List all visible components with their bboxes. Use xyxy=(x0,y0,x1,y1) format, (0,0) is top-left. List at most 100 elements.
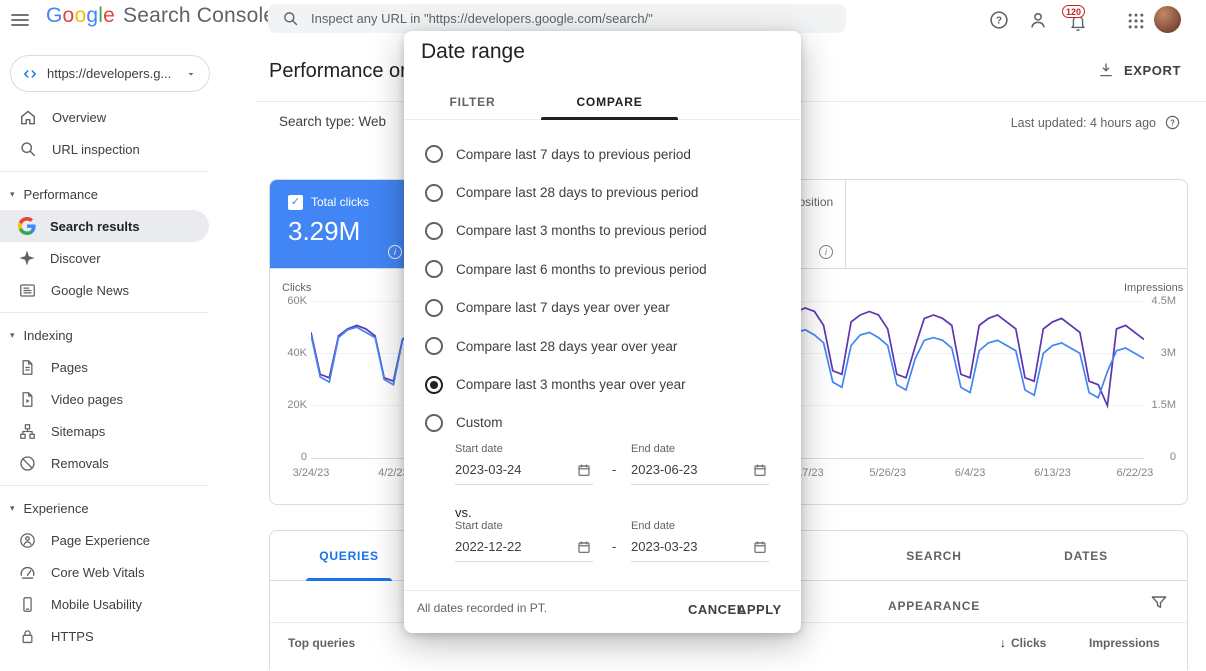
account-settings-button[interactable] xyxy=(1027,9,1049,31)
home-icon xyxy=(21,110,35,125)
sidebar-section-experience[interactable]: ▾ Experience xyxy=(0,492,256,524)
sidebar-section-label: Experience xyxy=(23,500,89,516)
y-axis-tick: 40K xyxy=(287,347,307,359)
tab-compare[interactable]: COMPARE xyxy=(541,84,678,120)
info-icon[interactable]: i xyxy=(388,245,402,259)
sidebar-item-label: Core Web Vitals xyxy=(51,564,145,580)
compare-options-list: Compare last 7 days to previous period C… xyxy=(404,135,801,442)
code-chip-icon xyxy=(24,69,36,78)
radio-icon xyxy=(425,298,443,317)
person-icon xyxy=(1031,12,1045,28)
tab-dates[interactable]: DATES xyxy=(1060,531,1112,581)
sidebar-item-label: Mobile Usability xyxy=(51,596,143,612)
news-icon xyxy=(20,283,35,297)
radio-icon xyxy=(425,145,443,164)
compare-option[interactable]: Custom xyxy=(404,404,801,442)
compare-end-date-input[interactable]: 2023-03-23 xyxy=(631,535,769,562)
compare-option[interactable]: Compare last 7 days year over year xyxy=(404,289,801,327)
cancel-button[interactable]: CANCEL xyxy=(688,598,745,620)
metric-tile-total-clicks[interactable]: ✓ Total clicks 3.29M i xyxy=(270,180,414,268)
y-axis-tick: 3M xyxy=(1160,347,1176,359)
sidebar-section-performance[interactable]: ▾ Performance xyxy=(0,178,256,210)
logo-letter: G xyxy=(46,4,63,27)
sidebar-item-label: Video pages xyxy=(51,391,124,407)
calendar-icon[interactable] xyxy=(576,462,592,478)
url-inspect-search-input[interactable]: Inspect any URL in "https://developers.g… xyxy=(268,4,846,33)
sidebar-item-video-pages[interactable]: Video pages xyxy=(0,383,256,415)
block-icon xyxy=(20,455,35,471)
sidebar-item-sitemaps[interactable]: Sitemaps xyxy=(0,415,256,447)
sidebar-item-label: Sitemaps xyxy=(51,423,106,439)
logo-letter: l xyxy=(98,4,104,27)
compare-option[interactable]: Compare last 7 days to previous period xyxy=(404,135,801,173)
sidebar-item-discover[interactable]: Discover xyxy=(0,242,256,274)
start-date-input[interactable]: 2023-03-24 xyxy=(455,458,593,485)
apps-grid-icon xyxy=(1128,13,1144,29)
compare-start-date-input[interactable]: 2022-12-22 xyxy=(455,535,593,562)
sidebar-section-label: Indexing xyxy=(23,327,73,343)
sidebar-item-overview[interactable]: Overview xyxy=(0,101,256,133)
avatar[interactable] xyxy=(1154,6,1181,33)
active-tab-indicator xyxy=(541,117,678,120)
divider xyxy=(0,485,209,486)
compare-option[interactable]: Compare last 3 months to previous period xyxy=(404,212,801,250)
y-axis-tick: 20K xyxy=(287,399,307,411)
gauge-icon xyxy=(20,566,35,579)
radio-icon xyxy=(425,183,443,202)
search-icon xyxy=(21,142,36,157)
column-header-impressions[interactable]: Impressions xyxy=(1089,636,1160,650)
property-selector[interactable]: https://developers.g... xyxy=(10,55,210,92)
x-axis-tick: 6/4/23 xyxy=(954,467,986,479)
compare-option[interactable]: Compare last 28 days year over year xyxy=(404,327,801,365)
help-icon[interactable]: ? xyxy=(1164,114,1181,131)
dialog-tabs: FILTER COMPARE xyxy=(404,84,678,120)
column-header-top-queries[interactable]: Top queries xyxy=(288,636,356,650)
sidebar-item-removals[interactable]: Removals xyxy=(0,447,256,479)
column-header-clicks[interactable]: ↓ Clicks xyxy=(1000,636,1046,650)
column-header-label: Impressions xyxy=(1089,636,1160,650)
sidebar-item-google-news[interactable]: Google News xyxy=(0,274,256,306)
sidebar: https://developers.g... Overview URL ins… xyxy=(0,40,256,664)
sidebar-item-url-inspection[interactable]: URL inspection xyxy=(0,133,256,165)
logo-letter: o xyxy=(62,4,75,27)
notifications-button[interactable]: 120 xyxy=(1060,3,1096,35)
sidebar-item-pages[interactable]: Pages xyxy=(0,351,256,383)
compare-option[interactable]: Compare last 6 months to previous period xyxy=(404,250,801,288)
radio-icon xyxy=(425,337,443,356)
sidebar-item-search-results[interactable]: Search results xyxy=(0,210,209,242)
sidebar-item-https[interactable]: HTTPS xyxy=(0,620,256,652)
info-icon[interactable]: i xyxy=(819,245,833,259)
apps-grid-button[interactable] xyxy=(1126,10,1148,32)
sitemap-icon xyxy=(20,423,35,439)
filter-button[interactable] xyxy=(1149,591,1171,613)
collapse-arrow-icon: ▾ xyxy=(10,502,15,513)
sidebar-item-page-experience[interactable]: Page Experience xyxy=(0,524,256,556)
sidebar-item-mobile-usability[interactable]: Mobile Usability xyxy=(0,588,256,620)
calendar-icon[interactable] xyxy=(576,539,592,555)
tab-filter[interactable]: FILTER xyxy=(404,84,541,120)
hamburger-menu-button[interactable] xyxy=(8,7,34,33)
calendar-icon[interactable] xyxy=(752,539,768,555)
metric-tile-value: 3.29M xyxy=(288,216,361,246)
apply-button[interactable]: APPLY xyxy=(737,598,782,620)
search-type-chip[interactable]: Search type: Web xyxy=(279,113,420,129)
divider xyxy=(0,171,209,172)
calendar-icon[interactable] xyxy=(752,462,768,478)
field-label: Start date xyxy=(455,520,503,532)
page-icon xyxy=(22,359,33,375)
search-icon xyxy=(284,12,298,26)
tab-search-appearance[interactable]: SEARCH APPEARANCE xyxy=(872,531,996,613)
hamburger-icon xyxy=(11,14,29,26)
compare-option[interactable]: Compare last 3 months year over year xyxy=(404,365,801,403)
tab-queries[interactable]: QUERIES xyxy=(306,531,392,581)
export-button[interactable]: EXPORT xyxy=(1097,61,1181,79)
help-button[interactable]: ? xyxy=(988,9,1010,31)
compare-option-label: Compare last 7 days to previous period xyxy=(456,146,691,162)
product-name: Search Console xyxy=(122,4,276,27)
export-label: EXPORT xyxy=(1123,62,1181,78)
compare-option[interactable]: Compare last 28 days to previous period xyxy=(404,173,801,211)
search-placeholder: Inspect any URL in "https://developers.g… xyxy=(311,11,653,26)
sidebar-item-core-web-vitals[interactable]: Core Web Vitals xyxy=(0,556,256,588)
end-date-input[interactable]: 2023-06-23 xyxy=(631,458,769,485)
sidebar-section-indexing[interactable]: ▾ Indexing xyxy=(0,319,256,351)
